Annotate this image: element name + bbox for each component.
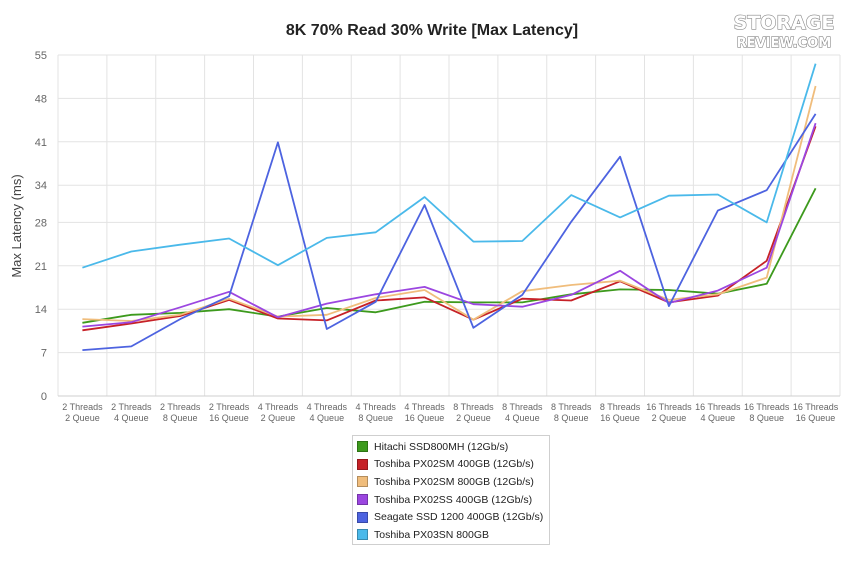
y-tick-label: 41 [35, 137, 47, 149]
legend-label: Hitachi SSD800MH (12Gb/s) [374, 440, 509, 453]
x-tick-label: 16 Threads 2 Queue [646, 402, 692, 423]
x-tick-label: 16 Threads 8 Queue [744, 402, 790, 423]
legend-item[interactable]: Toshiba PX02SM 800GB (12Gb/s) [357, 473, 545, 491]
x-tick-label: 4 Threads 8 Queue [356, 402, 397, 423]
x-tick-label: 16 Threads 4 Queue [695, 402, 741, 423]
series-line [82, 187, 817, 324]
legend-label: Toshiba PX02SM 400GB (12Gb/s) [374, 458, 534, 471]
x-tick-label: 2 Threads 2 Queue [62, 402, 103, 423]
legend-swatch [357, 476, 368, 488]
y-tick-label: 55 [35, 50, 47, 62]
storage-review-logo: STORAGE REVIEW.COM [733, 11, 835, 51]
x-tick-label: 2 Threads 8 Queue [160, 402, 201, 423]
series-lines [82, 63, 817, 351]
y-tick-label: 7 [41, 348, 47, 360]
x-tick-label: 4 Threads 4 Queue [307, 402, 348, 423]
series-line [82, 113, 817, 351]
x-tick-label: 8 Threads 16 Queue [600, 402, 641, 423]
x-tick-label: 8 Threads 8 Queue [551, 402, 592, 423]
legend-swatch [357, 458, 368, 470]
x-tick-label: 2 Threads 4 Queue [111, 402, 152, 423]
legend-item[interactable]: Hitachi SSD800MH (12Gb/s) [357, 438, 545, 456]
y-tick-label: 28 [35, 217, 47, 229]
y-tick-label: 0 [41, 391, 47, 403]
legend-item[interactable]: Seagate SSD 1200 400GB (12Gb/s) [357, 508, 545, 526]
x-tick-label: 8 Threads 4 Queue [502, 402, 543, 423]
y-axis-label: Max Latency (ms) [9, 174, 24, 277]
y-tick-label: 21 [35, 261, 47, 273]
series-line [82, 122, 817, 328]
legend-item[interactable]: Toshiba PX02SS 400GB (12Gb/s) [357, 491, 545, 509]
x-tick-label: 4 Threads 2 Queue [258, 402, 299, 423]
logo-line-1: STORAGE [734, 12, 835, 34]
chart-title: 8K 70% Read 30% Write [Max Latency] [286, 22, 578, 39]
x-tick-label: 8 Threads 2 Queue [453, 402, 494, 423]
y-axis-ticks: 0 7 14 21 28 34 41 48 55 [35, 50, 47, 403]
legend-label: Seagate SSD 1200 400GB (12Gb/s) [374, 511, 544, 524]
legend: Hitachi SSD800MH (12Gb/s) Toshiba PX02SM… [352, 435, 550, 545]
legend-label: Toshiba PX02SS 400GB (12Gb/s) [374, 493, 533, 506]
legend-label: Toshiba PX02SM 800GB (12Gb/s) [374, 475, 534, 488]
gridlines [57, 54, 841, 397]
x-tick-label: 2 Threads 16 Queue [209, 402, 250, 423]
series-line [82, 63, 817, 269]
logo-line-2: REVIEW.COM [737, 36, 831, 51]
legend-swatch [357, 511, 368, 523]
y-tick-label: 34 [35, 180, 47, 192]
y-tick-label: 14 [35, 304, 47, 316]
x-axis-ticks: 2 Threads 2 Queue 2 Threads 4 Queue 2 Thread… [62, 402, 838, 423]
legend-swatch [357, 529, 368, 541]
legend-label: Toshiba PX03SN 800GB [374, 528, 489, 541]
legend-swatch [357, 494, 368, 506]
legend-item[interactable]: Toshiba PX03SN 800GB [357, 526, 545, 544]
x-tick-label: 4 Threads 16 Queue [404, 402, 445, 423]
legend-item[interactable]: Toshiba PX02SM 400GB (12Gb/s) [357, 456, 545, 474]
legend-swatch [357, 441, 368, 453]
y-tick-label: 48 [35, 93, 47, 105]
x-tick-label: 16 Threads 16 Queue [793, 402, 839, 423]
